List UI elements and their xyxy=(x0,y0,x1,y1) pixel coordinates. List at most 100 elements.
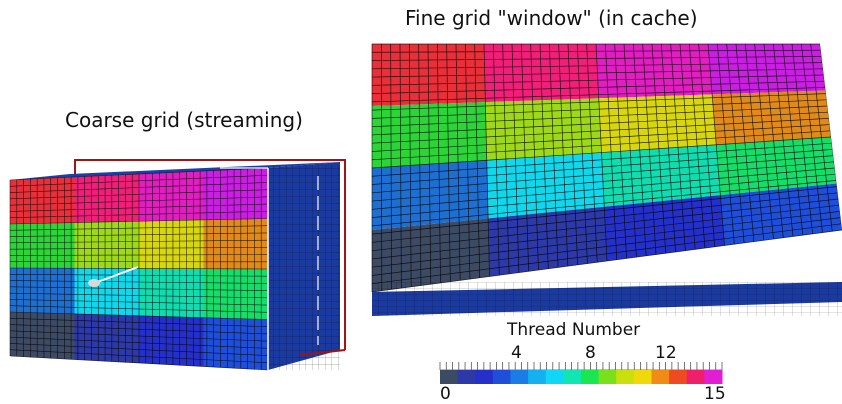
colorbar-tick-label: 12 xyxy=(655,343,677,363)
colorbar-swatch xyxy=(440,370,459,384)
mesh-line xyxy=(9,292,269,299)
thread-block xyxy=(203,317,268,370)
colorbar-swatch xyxy=(651,370,670,384)
mesh-line xyxy=(9,267,269,270)
coarse-grid-front-face xyxy=(9,167,269,371)
colorbar-swatch xyxy=(633,370,652,384)
colorbar-title: Thread Number xyxy=(507,320,641,340)
mesh-line xyxy=(9,232,269,237)
mesh-line xyxy=(9,317,269,328)
mesh-line xyxy=(371,161,834,202)
coarse-grid-top-face xyxy=(10,162,340,180)
colorbar-swatch xyxy=(581,370,600,384)
thread-block xyxy=(74,174,139,223)
cache-window-frame xyxy=(299,349,346,356)
mesh-line xyxy=(9,286,269,291)
mesh-line xyxy=(371,87,826,103)
mesh-line xyxy=(9,273,269,277)
thread-block xyxy=(74,313,139,363)
mesh-line xyxy=(371,80,825,94)
thread-block xyxy=(10,312,75,360)
thread-block xyxy=(139,219,204,269)
colorbar-swatch xyxy=(563,370,582,384)
mesh-line xyxy=(9,299,269,306)
mesh-line xyxy=(371,118,829,144)
mesh-line xyxy=(371,130,831,161)
mesh-line xyxy=(9,239,269,244)
mesh-line xyxy=(371,142,832,177)
thread-block xyxy=(139,315,204,367)
mesh-line xyxy=(371,204,840,260)
colorbar-swatches xyxy=(440,370,723,384)
mesh-line xyxy=(371,155,834,194)
colorbar-swatch xyxy=(510,370,529,384)
mesh-line xyxy=(9,336,269,349)
mesh-line xyxy=(9,196,269,206)
thread-block xyxy=(139,268,204,318)
mesh-line xyxy=(9,218,269,225)
mesh-line xyxy=(371,173,836,218)
mesh-line xyxy=(371,124,830,152)
thread-block xyxy=(10,222,75,269)
mesh-line xyxy=(9,280,269,284)
colorbar-swatch xyxy=(616,370,635,384)
frame-back-edge xyxy=(74,159,346,350)
frame-bottom-edge xyxy=(299,349,346,356)
colorbar-swatch xyxy=(686,370,705,384)
thread-block xyxy=(139,171,204,222)
colorbar-swatch xyxy=(704,370,723,384)
mesh-line xyxy=(371,68,823,78)
mesh-line xyxy=(9,167,269,181)
mesh-line xyxy=(371,99,827,119)
mesh-line xyxy=(9,324,269,335)
mesh-line xyxy=(9,330,269,342)
coarse-grid-label: Coarse grid (streaming) xyxy=(65,108,303,132)
mesh-line xyxy=(9,254,269,256)
thread-block xyxy=(203,168,268,220)
mesh-line xyxy=(371,49,821,53)
coarse-grid-box xyxy=(9,162,340,371)
colorbar-swatch xyxy=(598,370,617,384)
colorbar-max-label: 15 xyxy=(704,384,726,404)
mesh-line xyxy=(9,311,269,320)
fine-grid-label: Fine grid "window" (in cache) xyxy=(405,6,698,30)
mesh-line xyxy=(9,203,269,212)
colorbar-minor-ticks xyxy=(439,362,723,371)
colorbar-swatch xyxy=(492,370,511,384)
colorbar-swatch xyxy=(545,370,564,384)
mesh-line xyxy=(371,136,832,169)
mesh-line xyxy=(371,74,824,86)
mesh-line xyxy=(371,217,841,276)
colorbar-swatch xyxy=(457,370,476,384)
thread-block xyxy=(74,221,139,269)
mesh-line xyxy=(371,62,823,70)
mesh-line xyxy=(371,180,837,227)
mesh-line xyxy=(371,56,822,61)
mesh-line xyxy=(9,210,269,219)
mesh-line xyxy=(9,225,269,231)
mesh-line xyxy=(9,182,269,193)
mesh-line xyxy=(371,192,838,243)
mesh-line xyxy=(371,229,842,293)
colorbar-swatch xyxy=(475,370,494,384)
fine-grid-top-face xyxy=(371,43,842,293)
colorbar-swatch xyxy=(669,370,688,384)
fine-grid-front-mesh xyxy=(372,282,842,316)
colorbar-swatch xyxy=(528,370,547,384)
mesh-line xyxy=(371,93,826,111)
mesh-line xyxy=(371,105,828,128)
colorbar-tick-label: 4 xyxy=(511,343,522,363)
mesh-line xyxy=(9,349,269,364)
fine-grid-slab xyxy=(371,43,842,316)
mesh-line xyxy=(9,189,269,200)
mesh-line xyxy=(371,223,842,285)
thread-block xyxy=(10,177,75,224)
mesh-line xyxy=(9,343,269,356)
mesh-line xyxy=(371,198,839,252)
thread-number-colorbar xyxy=(439,362,723,384)
mesh-line xyxy=(371,167,835,210)
colorbar-min-label: 0 xyxy=(440,384,451,404)
cache-window-frame-back xyxy=(74,159,346,350)
fine-grid-corner-mask xyxy=(820,44,842,230)
mesh-line xyxy=(9,174,269,187)
